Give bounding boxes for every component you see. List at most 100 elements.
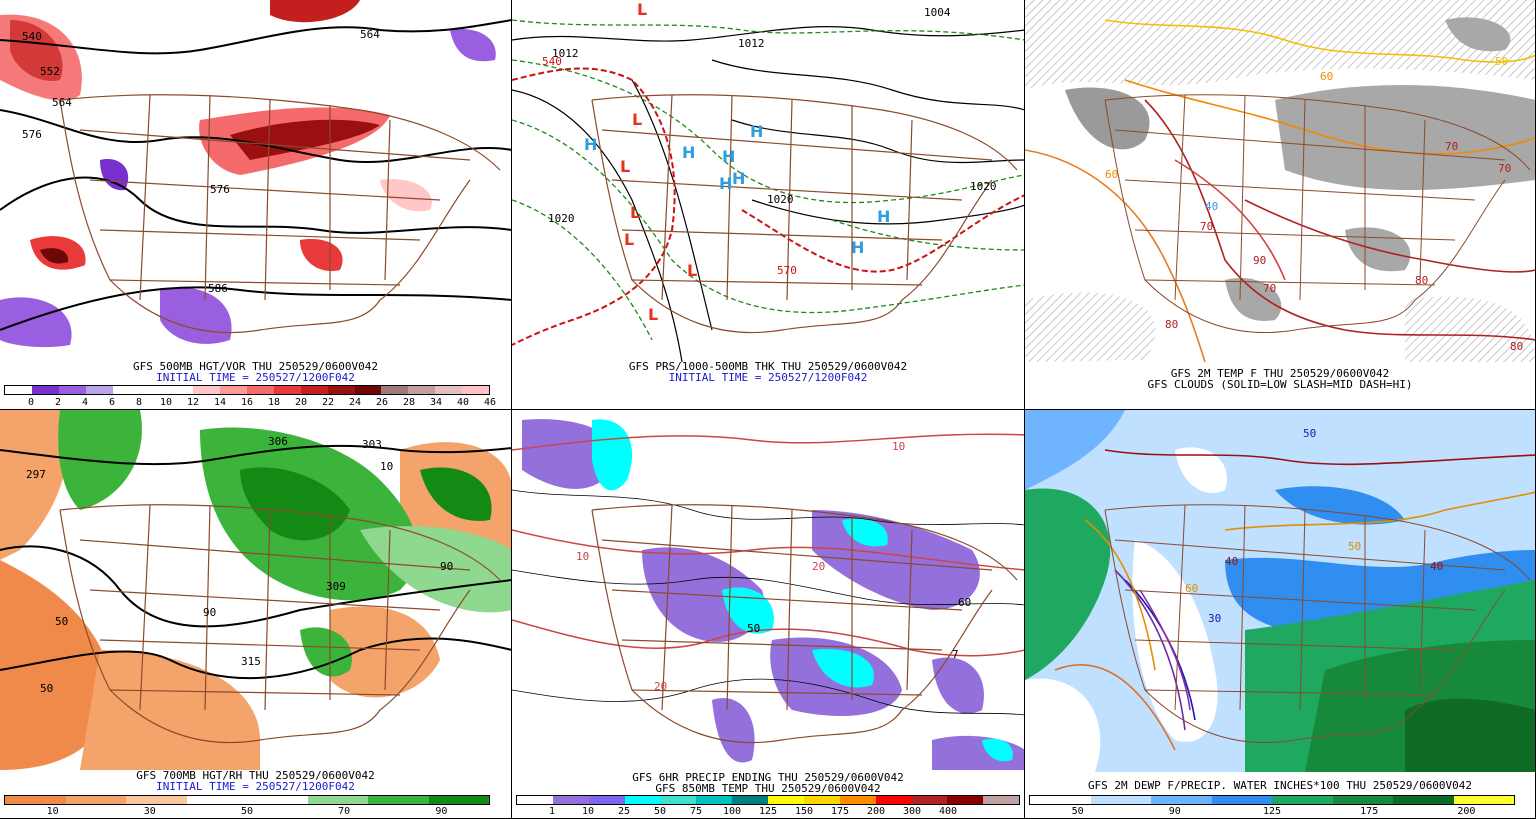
svg-text:80: 80 — [1165, 318, 1178, 331]
colorbar-swatch — [112, 386, 140, 394]
state-borders — [1104, 94, 1531, 333]
colorbar-tick-label: 175 — [1360, 806, 1379, 817]
colorbar-swatch — [58, 386, 86, 394]
contour-labels-500: 540 552 564 564 576 576 586 — [22, 28, 380, 295]
colorbar-swatch — [1211, 796, 1272, 804]
svg-text:60: 60 — [1320, 70, 1333, 83]
colorbar-swatch — [5, 796, 66, 804]
colorbar-ticks: 0 2 4 6 8 10 12 14 16 18 20 22 24 26 28 34 40 46 — [4, 397, 496, 409]
colorbar-tick-label: 100 — [722, 806, 742, 817]
svg-text:50: 50 — [55, 615, 68, 628]
cloud-cover — [1025, 0, 1535, 362]
colorbar-swatch — [732, 796, 769, 804]
colorbar-ticks: 50 90 125 175 200 — [1029, 806, 1515, 818]
colorbar-tick-label: 18 — [267, 397, 281, 408]
map-700mb: 297 303 306 309 315 10 50 50 90 90 — [0, 410, 511, 770]
colorbar-tick-label: 10 — [581, 806, 595, 817]
svg-text:576: 576 — [22, 128, 42, 141]
svg-text:60: 60 — [958, 596, 971, 609]
colorbar-swatch — [1030, 796, 1091, 804]
colorbar-tick-label: 2 — [54, 397, 62, 408]
caption-line-1: GFS PRS/1000-500MB THK THU 250529/0600V0… — [628, 360, 908, 373]
colorbar-ticks: 10 30 50 70 90 — [4, 806, 490, 818]
map-2m-temp: 50 60 60 70 70 70 80 80 80 90 70 40 — [1025, 0, 1535, 362]
colorbar-swatch — [126, 796, 187, 804]
svg-text:20: 20 — [812, 560, 825, 573]
low-center-label: L — [620, 157, 630, 176]
svg-text:315: 315 — [241, 655, 261, 668]
colorbar-swatch — [247, 796, 308, 804]
rh-shading — [0, 410, 511, 770]
colorbar-swatch — [435, 386, 463, 394]
svg-text:60: 60 — [1185, 582, 1198, 595]
colorbar-tick-label: 25 — [617, 806, 631, 817]
svg-text:40: 40 — [1205, 200, 1218, 213]
colorbar-tick-label: 22 — [321, 397, 335, 408]
colorbar-tick-label: 70 — [338, 806, 351, 817]
map-dewpoint: 50 40 30 60 50 40 — [1025, 410, 1535, 772]
low-center-label: L — [637, 0, 647, 19]
svg-text:303: 303 — [362, 438, 382, 451]
caption-line-1: GFS 2M TEMP F THU 250529/0600V042 — [1170, 367, 1390, 380]
caption-line-2: INITIAL TIME = 250527/1200F042 — [156, 371, 355, 384]
colorbar — [516, 795, 1020, 805]
colorbar-ticks: 1 10 25 50 75 100 125 150 175 200 300 400 — [516, 806, 1020, 818]
isobars — [512, 26, 1024, 362]
colorbar-swatch — [1090, 796, 1151, 804]
svg-text:297: 297 — [26, 468, 46, 481]
svg-text:10: 10 — [576, 550, 589, 563]
svg-text:540: 540 — [22, 30, 42, 43]
svg-text:564: 564 — [52, 96, 72, 109]
pressure-centers: L L L L L L L H H H H H H H H — [584, 0, 890, 324]
colorbar-tick-label: 90 — [1168, 806, 1181, 817]
svg-text:50: 50 — [1348, 540, 1361, 553]
high-center-label: H — [719, 174, 732, 193]
colorbar-tick-label: 90 — [435, 806, 448, 817]
colorbar-swatch — [911, 796, 948, 804]
colorbar-tick-label: 16 — [240, 397, 254, 408]
svg-text:1020: 1020 — [970, 180, 997, 193]
colorbar-swatch — [408, 386, 436, 394]
caption-line-1: GFS 700MB HGT/RH THU 250529/0600V042 — [136, 769, 375, 782]
colorbar-swatch — [696, 796, 733, 804]
colorbar-tick-label: 10 — [159, 397, 173, 408]
dewpoint-contours — [1054, 449, 1535, 751]
colorbar-swatch — [85, 386, 113, 394]
svg-text:50: 50 — [1495, 55, 1508, 68]
high-center-label: H — [722, 147, 735, 166]
colorbar-tick-label: 300 — [902, 806, 922, 817]
colorbar-tick-label: 8 — [135, 397, 143, 408]
map-pressure: L L L L L L L H H H H H H H H 1012 540 1… — [512, 0, 1024, 362]
state-borders — [59, 504, 501, 744]
svg-text:1012: 1012 — [738, 37, 765, 50]
colorbar-swatch — [193, 386, 221, 394]
height-contours — [0, 444, 511, 680]
svg-text:50: 50 — [1303, 427, 1316, 440]
contour-labels-850: 10 20 10 20 7 60 50 — [576, 440, 971, 693]
svg-text:70: 70 — [1263, 282, 1276, 295]
high-center-label: H — [851, 238, 864, 257]
caption-line-2: GFS 850MB TEMP THU 250529/0600V042 — [655, 782, 881, 795]
caption-line-2: GFS CLOUDS (SOLID=LOW SLASH=MID DASH=HI) — [1147, 378, 1413, 391]
panel-700mb-hgt-rh: 297 303 306 309 315 10 50 50 90 90 GFS 7… — [0, 410, 512, 819]
pwat-shading — [1025, 410, 1535, 772]
colorbar-swatch — [517, 796, 553, 804]
svg-text:1004: 1004 — [924, 6, 951, 19]
state-borders — [591, 504, 1018, 744]
colorbar-tick-label: 50 — [653, 806, 667, 817]
colorbar-swatch — [166, 386, 194, 394]
svg-text:570: 570 — [777, 264, 797, 277]
colorbar-swatch — [624, 796, 661, 804]
colorbar-swatch — [220, 386, 248, 394]
colorbar-swatch — [660, 796, 697, 804]
colorbar-swatch — [1272, 796, 1333, 804]
colorbar-tick-label: 200 — [1457, 806, 1476, 817]
colorbar-swatch — [875, 796, 912, 804]
colorbar-swatch — [327, 386, 355, 394]
high-center-label: H — [682, 143, 695, 162]
colorbar-swatch — [273, 386, 301, 394]
colorbar-swatch — [247, 386, 274, 394]
colorbar-swatch — [139, 386, 167, 394]
thickness-lines-green — [512, 19, 1024, 341]
